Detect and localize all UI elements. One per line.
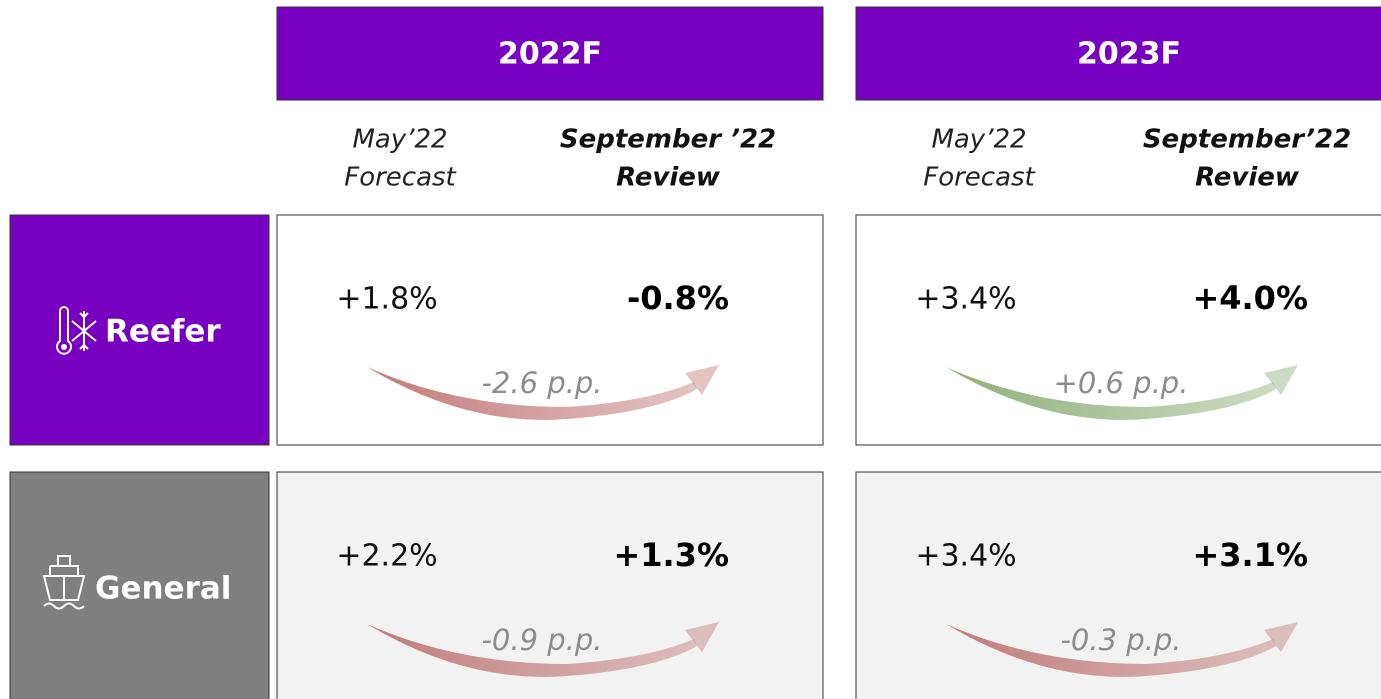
change-arrow	[946, 624, 1276, 677]
arrow-head	[1264, 622, 1298, 652]
forecast-value: +3.4%	[915, 282, 1016, 317]
row-header	[9, 471, 270, 699]
forecast-label: Forecast	[344, 163, 456, 193]
review-value: +1.3%	[613, 536, 729, 574]
review-label: September’22	[1143, 125, 1351, 155]
arrow-head	[1264, 365, 1298, 395]
review-label: Review	[1195, 163, 1300, 193]
column-header	[276, 6, 824, 101]
icon	[61, 344, 67, 350]
change-arrow	[367, 624, 697, 677]
icon	[71, 311, 97, 351]
review-value: -0.8%	[627, 279, 729, 317]
row-header	[9, 214, 270, 446]
forecast-value: +1.8%	[336, 282, 437, 317]
icon	[56, 306, 72, 355]
cell	[855, 471, 1381, 699]
review-value: +4.0%	[1192, 279, 1308, 317]
row-icon	[42, 555, 86, 610]
forecast-label: May’22	[931, 125, 1026, 155]
review-label: Review	[616, 163, 721, 193]
icon	[42, 555, 86, 610]
cell	[276, 214, 824, 446]
change-value: -0.3 p.p.	[1060, 623, 1181, 657]
row-name: Reefer	[105, 314, 221, 350]
forecast-label: Forecast	[923, 163, 1035, 193]
row-name: General	[95, 571, 231, 607]
column-title: 2023F	[1077, 37, 1181, 72]
review-label: September ’22	[560, 125, 776, 155]
row-icon	[56, 306, 97, 355]
change-value: -2.6 p.p.	[481, 366, 602, 400]
change-value: +0.6 p.p.	[1054, 366, 1189, 400]
arrow-head	[685, 365, 719, 395]
forecast-value: +3.4%	[915, 539, 1016, 574]
change-arrow	[367, 367, 697, 420]
change-arrow	[946, 367, 1276, 420]
forecast-value: +2.2%	[336, 539, 437, 574]
change-value: -0.9 p.p.	[481, 623, 602, 657]
review-value: +3.1%	[1192, 536, 1308, 574]
cell	[276, 471, 824, 699]
forecast-label: May’22	[352, 125, 447, 155]
arrow-head	[685, 622, 719, 652]
column-title: 2022F	[498, 37, 602, 72]
column-header	[855, 6, 1381, 101]
